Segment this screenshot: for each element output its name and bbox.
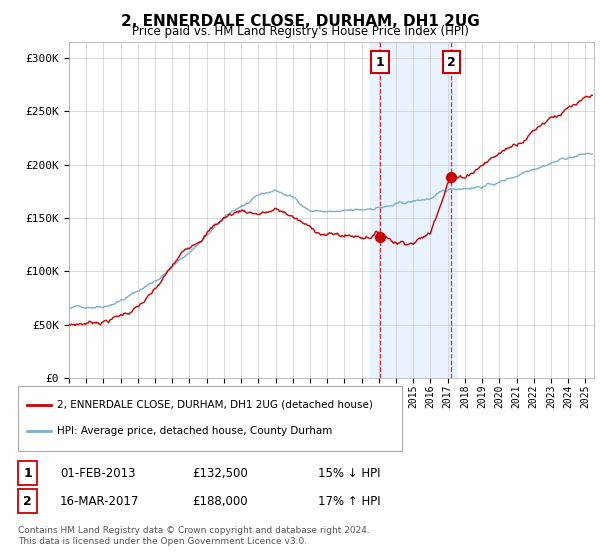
- Text: 2: 2: [23, 494, 32, 508]
- Text: £188,000: £188,000: [192, 494, 248, 508]
- Text: 1: 1: [23, 466, 32, 480]
- Bar: [370, 42, 456, 378]
- Text: 15% ↓ HPI: 15% ↓ HPI: [318, 466, 380, 480]
- Text: 2, ENNERDALE CLOSE, DURHAM, DH1 2UG: 2, ENNERDALE CLOSE, DURHAM, DH1 2UG: [121, 14, 479, 29]
- Text: 01-FEB-2013: 01-FEB-2013: [60, 466, 136, 480]
- Text: 16-MAR-2017: 16-MAR-2017: [60, 494, 139, 508]
- Text: Price paid vs. HM Land Registry's House Price Index (HPI): Price paid vs. HM Land Registry's House …: [131, 25, 469, 38]
- Text: 2, ENNERDALE CLOSE, DURHAM, DH1 2UG (detached house): 2, ENNERDALE CLOSE, DURHAM, DH1 2UG (det…: [57, 400, 373, 410]
- Text: 17% ↑ HPI: 17% ↑ HPI: [318, 494, 380, 508]
- Text: 1: 1: [376, 55, 385, 69]
- Text: Contains HM Land Registry data © Crown copyright and database right 2024.
This d: Contains HM Land Registry data © Crown c…: [18, 526, 370, 546]
- Text: £132,500: £132,500: [192, 466, 248, 480]
- Text: 2: 2: [447, 55, 455, 69]
- Text: HPI: Average price, detached house, County Durham: HPI: Average price, detached house, Coun…: [57, 426, 332, 436]
